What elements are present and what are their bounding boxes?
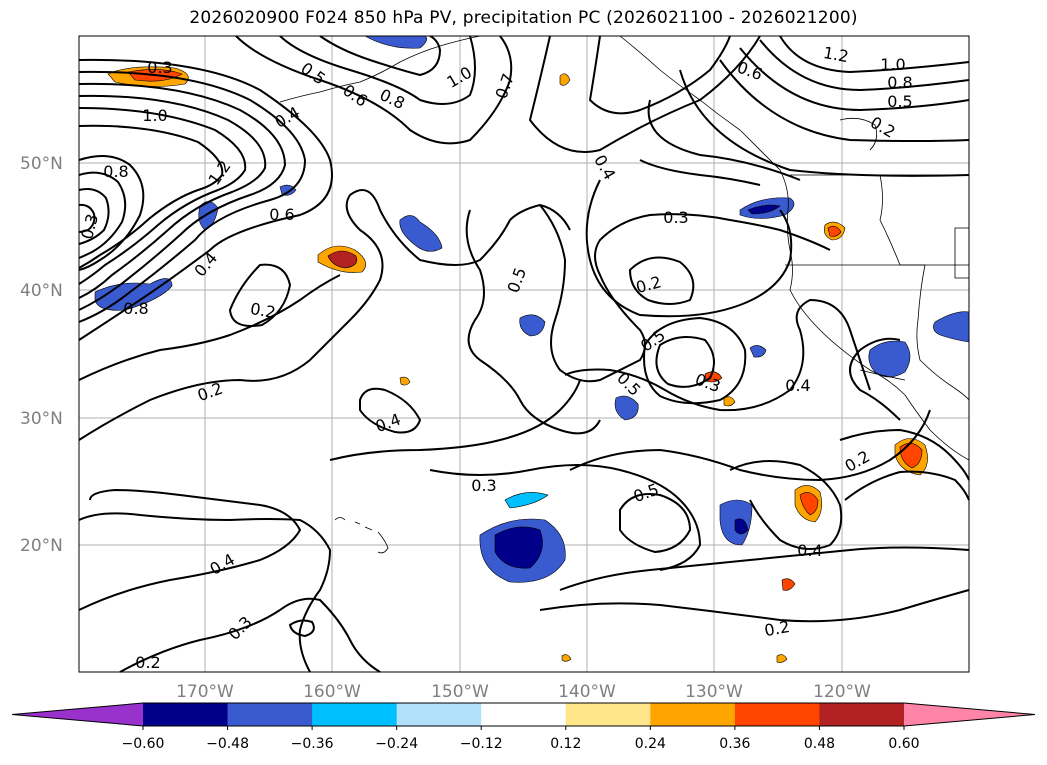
lon-label: 160°W xyxy=(303,682,361,702)
colorbar-extend-high xyxy=(904,703,1035,726)
coastlines xyxy=(279,35,970,554)
precip-shading xyxy=(94,35,970,663)
contour-label: 0.2 xyxy=(135,653,160,672)
lon-label: 170°W xyxy=(176,682,234,702)
colorbar-tick-label: 0.48 xyxy=(804,736,835,752)
contour-label: 0.3 xyxy=(147,58,172,77)
colorbar-tick-label: −0.24 xyxy=(375,736,418,752)
colorbar-segment xyxy=(227,703,313,726)
contour-label: 0.3 xyxy=(663,208,688,227)
contour-label: 0.4 xyxy=(797,541,822,560)
contour-label: 0.2 xyxy=(249,299,277,322)
contour-label: 1.2 xyxy=(822,43,850,66)
lon-label: 150°W xyxy=(431,682,489,702)
map-border xyxy=(78,35,970,673)
contour-label: 0.6 xyxy=(269,205,294,224)
colorbar: −0.60 −0.48 −0.36 −0.24 −0.12 0.12 0.24 0.36 0.4… xyxy=(11,702,1036,752)
colorbar-segment xyxy=(650,703,736,726)
colorbar-segment xyxy=(143,703,229,726)
contour-label: 0.3 xyxy=(471,476,496,495)
contour-label: 0.8 xyxy=(887,73,912,92)
colorbar-extend-low xyxy=(12,703,143,726)
contour-label: 0.8 xyxy=(103,162,128,181)
pv-contours xyxy=(78,35,970,673)
colorbar-segment xyxy=(396,703,482,726)
contour-label: 0.4 xyxy=(785,376,810,395)
lon-label: 130°W xyxy=(685,682,743,702)
lat-label: 20°N xyxy=(20,536,63,556)
contour-label: 0.5 xyxy=(887,92,912,111)
colorbar-tick-label: −0.60 xyxy=(122,736,165,752)
lon-labels: 170°W 160°W 150°W 140°W 130°W 120°W xyxy=(176,682,871,702)
lon-label: 120°W xyxy=(813,682,871,702)
colorbar-segment xyxy=(819,703,905,726)
colorbar-tick-label: 0.24 xyxy=(635,736,666,752)
colorbar-tick-label: −0.36 xyxy=(291,736,334,752)
colorbar-tick-label: −0.48 xyxy=(206,736,249,752)
colorbar-segment xyxy=(734,703,820,726)
page-title: 2026020900 F024 850 hPa PV, precipitatio… xyxy=(189,8,858,28)
contour-label: 1.0 xyxy=(142,106,167,125)
contour-label: 0.8 xyxy=(123,299,148,318)
colorbar-tick-label: −0.12 xyxy=(460,736,503,752)
lat-label: 40°N xyxy=(20,281,63,301)
gridlines xyxy=(79,36,969,672)
colorbar-tick-label: 0.36 xyxy=(719,736,750,752)
lat-labels: 50°N 40°N 30°N 20°N xyxy=(20,154,63,556)
colorbar-segment xyxy=(565,703,651,726)
contour-label: 0.2 xyxy=(763,617,791,640)
colorbar-segment xyxy=(312,703,398,726)
lat-label: 50°N xyxy=(20,154,63,174)
contour-label: 1.0 xyxy=(880,55,905,74)
colorbar-tick-label: 0.60 xyxy=(888,736,919,752)
lon-label: 140°W xyxy=(558,682,616,702)
colorbar-segment xyxy=(481,703,567,726)
lat-label: 30°N xyxy=(20,409,63,429)
colorbar-tick-label: 0.12 xyxy=(550,736,581,752)
